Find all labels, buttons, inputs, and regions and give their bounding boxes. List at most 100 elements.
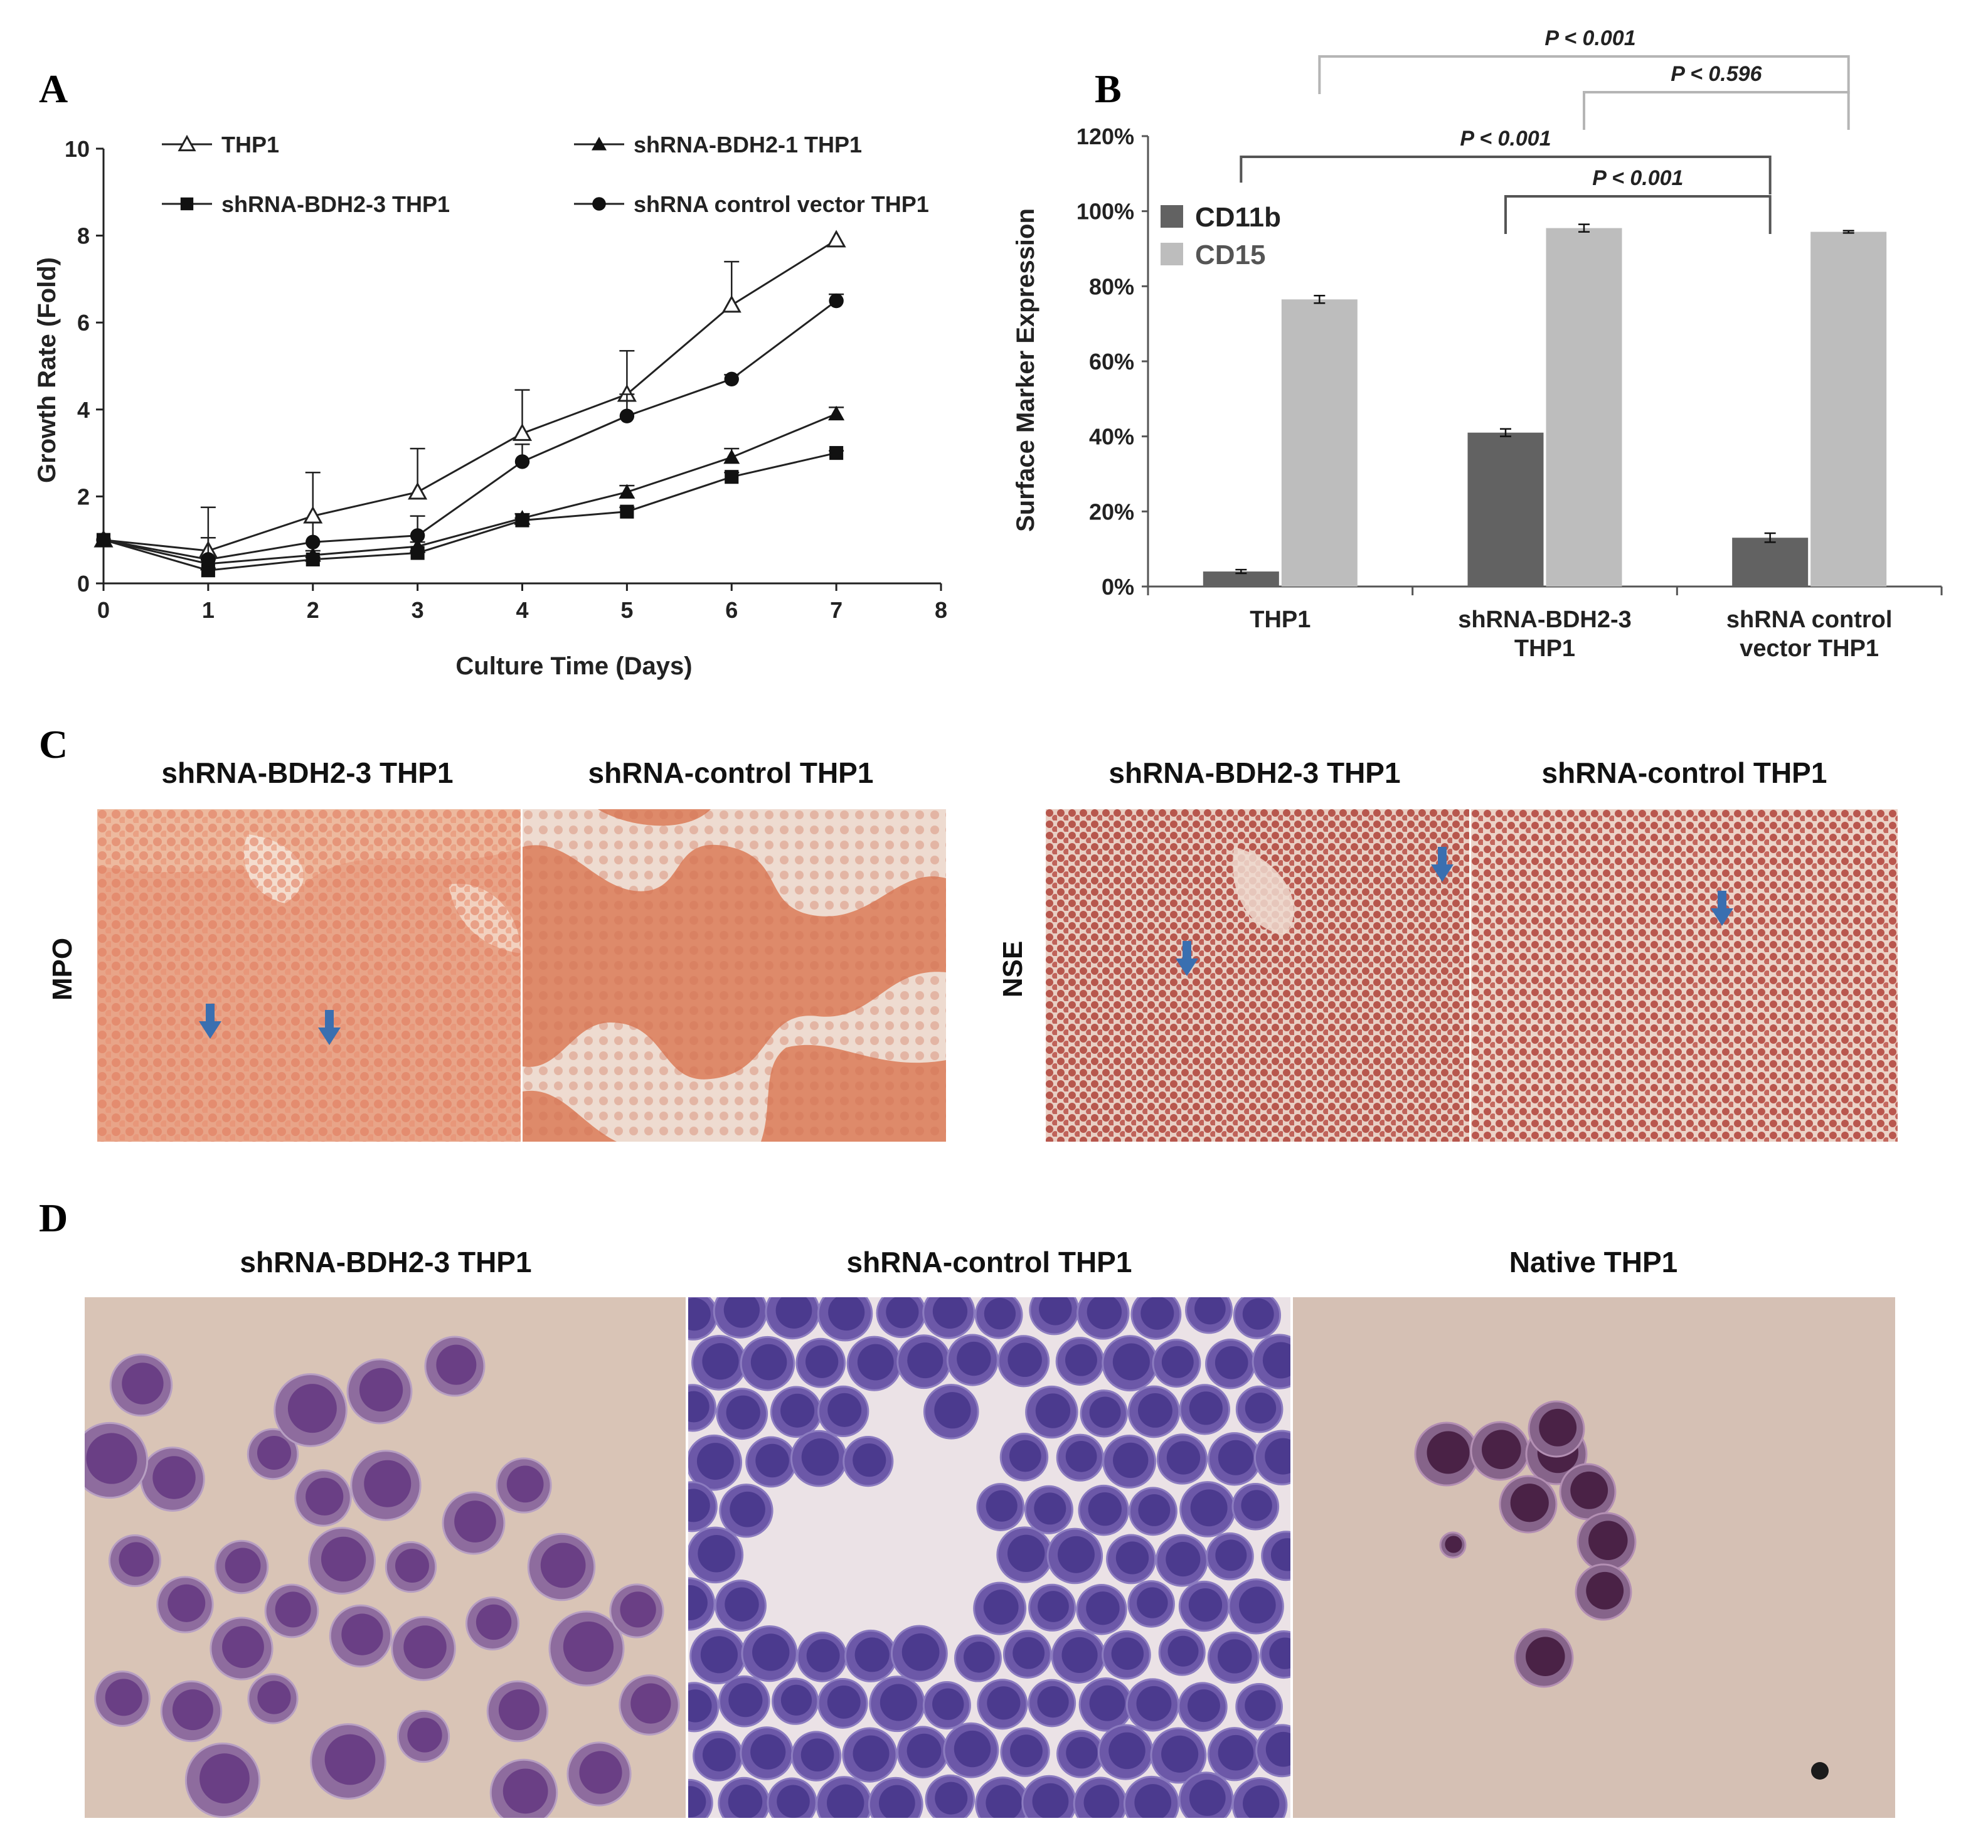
bar-y-tick-label: 20% — [1089, 499, 1134, 524]
cell-nucleus — [750, 1344, 787, 1381]
cell-nucleus — [1140, 1297, 1174, 1330]
cell-nucleus — [1038, 1591, 1069, 1622]
cell — [714, 1580, 767, 1632]
cell-nucleus — [1243, 1785, 1280, 1818]
panel-d-title-3: Native THP1 — [1509, 1246, 1678, 1278]
cell-nucleus — [827, 1686, 861, 1719]
cell-nucleus — [476, 1604, 512, 1640]
cell — [527, 1532, 596, 1601]
cell-nucleus — [1013, 1637, 1045, 1669]
cell-nucleus — [984, 1298, 1016, 1330]
cell-nucleus — [1526, 1637, 1565, 1676]
bar — [1546, 228, 1622, 587]
cell-nucleus — [1010, 1734, 1043, 1768]
cell — [688, 1682, 720, 1733]
nse-bdh2-micrograph — [1046, 809, 1469, 1142]
cell — [1261, 1531, 1290, 1581]
cell-nucleus — [696, 1443, 734, 1480]
cell-nucleus — [1188, 1588, 1223, 1622]
significance-bracket: P < 0.001 — [1240, 127, 1772, 194]
cell — [1055, 1337, 1105, 1386]
surface-chart-bars — [1203, 223, 1887, 587]
cell — [869, 1675, 926, 1733]
cell-nucleus — [800, 1738, 834, 1772]
bar-legend-label: CD15 — [1195, 240, 1266, 270]
y-tick-label: 0 — [77, 571, 90, 597]
bracket-line — [1504, 195, 1772, 234]
cell — [1575, 1563, 1632, 1621]
cell-nucleus — [688, 1786, 706, 1818]
cell-nucleus — [172, 1689, 213, 1731]
cell-nucleus — [324, 1734, 376, 1785]
cell — [997, 1335, 1050, 1388]
bar-y-axis-title: Surface Marker Expression — [1012, 208, 1039, 532]
wright-bdh2-micrograph — [85, 1297, 686, 1818]
bar-legend-item: CD11b — [1161, 202, 1281, 233]
cell — [1179, 1384, 1231, 1435]
cell — [1178, 1771, 1234, 1818]
cell — [496, 1457, 552, 1514]
cell — [1106, 1534, 1157, 1585]
cell-nucleus — [1138, 1494, 1171, 1526]
cell — [247, 1428, 299, 1480]
cell-nucleus — [688, 1391, 710, 1423]
cell — [740, 1726, 794, 1780]
cell — [1207, 1727, 1262, 1782]
debris-spot — [1811, 1762, 1829, 1780]
cell — [1078, 1484, 1130, 1536]
cell — [1470, 1421, 1530, 1481]
bar-category-label: shRNA control — [1726, 607, 1893, 633]
cell — [609, 1583, 664, 1638]
cell — [1178, 1580, 1230, 1632]
cell — [489, 1758, 558, 1818]
cell — [85, 1421, 149, 1499]
p-value-label: P < 0.596 — [1671, 62, 1762, 86]
legend-item: shRNA control vector THP1 — [574, 191, 929, 217]
cell — [308, 1527, 376, 1595]
cell-nucleus — [1167, 1635, 1199, 1667]
cell-nucleus — [1218, 1639, 1252, 1674]
cell-nucleus — [359, 1367, 403, 1412]
bar-category-label: vector THP1 — [1740, 635, 1879, 662]
cell — [868, 1776, 923, 1818]
data-point — [826, 230, 846, 248]
panel-d-title-1: shRNA-BDH2-3 THP1 — [240, 1246, 532, 1278]
cell-nucleus — [963, 1642, 995, 1673]
bar-category-label: shRNA-BDH2-3 — [1458, 607, 1632, 633]
cell — [795, 1337, 846, 1388]
cell — [391, 1616, 456, 1681]
panel-letter-b: B — [1095, 66, 1122, 111]
nse-control-micrograph — [1471, 809, 1898, 1142]
x-tick-label: 6 — [725, 597, 738, 623]
cell-nucleus — [1241, 1490, 1272, 1521]
cell-nucleus — [1089, 1685, 1125, 1721]
cell — [1056, 1729, 1105, 1778]
cell-nucleus — [1087, 1297, 1122, 1330]
cell-nucleus — [854, 1637, 890, 1672]
growth-chart-axes: 0 1 2 3 4 5 6 7 8 0 2 4 6 8 10 — [65, 136, 947, 623]
cell — [385, 1541, 437, 1593]
cell-nucleus — [167, 1584, 206, 1622]
arrow-icon — [199, 1004, 221, 1039]
cell — [922, 1681, 971, 1730]
cell-nucleus — [225, 1548, 261, 1584]
mpo-control-micrograph — [523, 809, 946, 1142]
cell-nucleus — [1262, 1342, 1290, 1379]
cell-nucleus — [1166, 1441, 1201, 1475]
cell — [790, 1731, 842, 1782]
p-value-label: P < 0.001 — [1592, 166, 1683, 190]
bar-y-tick-label: 80% — [1089, 273, 1134, 299]
cell-nucleus — [403, 1625, 447, 1669]
cell-nucleus — [436, 1344, 477, 1385]
data-point — [721, 295, 742, 313]
bracket-line — [1318, 55, 1850, 94]
data-point — [619, 484, 635, 499]
bar-legend-item: CD15 — [1161, 240, 1266, 270]
cell-nucleus — [780, 1393, 815, 1428]
cell-nucleus — [935, 1782, 968, 1815]
cell-nucleus — [1035, 1393, 1071, 1428]
cell — [923, 1384, 979, 1440]
cell-nucleus — [1482, 1430, 1521, 1469]
cell — [264, 1583, 319, 1638]
cell-nucleus — [750, 1734, 786, 1770]
